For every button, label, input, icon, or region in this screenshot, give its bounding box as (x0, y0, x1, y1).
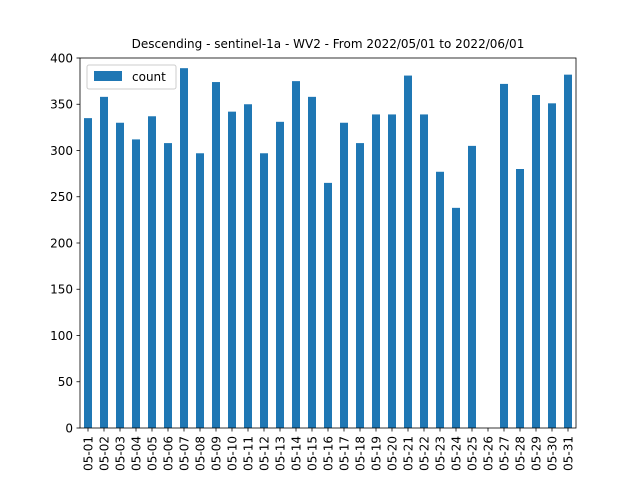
bar-05-22 (420, 114, 428, 429)
y-tick-label-50: 50 (58, 375, 73, 389)
x-tick-label-05-26: 05-26 (482, 436, 496, 471)
x-tick-label-05-20: 05-20 (386, 436, 400, 471)
x-tick-label-05-08: 05-08 (194, 436, 208, 471)
x-tick-label-05-18: 05-18 (354, 436, 368, 471)
bar-05-11 (244, 104, 252, 428)
legend-swatch (94, 71, 122, 81)
x-tick-label-05-09: 05-09 (210, 436, 224, 471)
y-tick-label-350: 350 (50, 98, 73, 112)
bar-05-18 (356, 143, 364, 428)
legend: count (86, 64, 177, 90)
bar-05-31 (564, 74, 572, 429)
x-tick-label-05-21: 05-21 (402, 436, 416, 471)
bar-05-02 (100, 96, 108, 428)
y-axis: 0 50 100 150 200 250 300 350 400 (50, 51, 80, 435)
bar-05-08 (196, 153, 204, 428)
bar-05-17 (340, 122, 348, 428)
bar-05-24 (452, 207, 460, 428)
x-tick-label-05-27: 05-27 (498, 436, 512, 471)
x-tick-label-05-15: 05-15 (306, 436, 320, 471)
bar-05-15 (308, 96, 316, 428)
y-tick-label-300: 300 (50, 144, 73, 158)
bar-05-05 (148, 116, 156, 429)
bar-05-20 (388, 114, 396, 429)
bar-05-30 (548, 103, 556, 428)
y-tick-label-250: 250 (50, 190, 73, 204)
x-tick-label-05-19: 05-19 (370, 436, 384, 471)
x-tick-label-05-17: 05-17 (338, 436, 352, 471)
x-tick-label-05-13: 05-13 (274, 436, 288, 471)
y-tick-label-0: 0 (65, 421, 73, 435)
bar-05-13 (276, 121, 284, 428)
bar-05-14 (292, 81, 300, 429)
bar-05-12 (260, 153, 268, 428)
x-tick-label-05-07: 05-07 (178, 436, 192, 471)
x-tick-label-05-24: 05-24 (450, 436, 464, 471)
bar-05-27 (500, 83, 508, 429)
x-tick-label-05-29: 05-29 (530, 436, 544, 471)
bar-05-29 (532, 95, 540, 428)
bar-05-09 (212, 82, 220, 429)
bar-05-07 (180, 68, 188, 429)
bar-05-06 (164, 143, 172, 428)
x-tick-label-05-22: 05-22 (418, 436, 432, 471)
bar-05-21 (404, 75, 412, 428)
bar-05-25 (468, 145, 476, 429)
x-tick-label-05-04: 05-04 (130, 436, 144, 471)
plot-frame (79, 57, 577, 429)
bar-05-28 (516, 169, 524, 428)
x-axis: 05-01 05-02 05-03 05-04 05-05 05-06 05-07 05-08… (82, 428, 576, 471)
x-tick-label-05-12: 05-12 (258, 436, 272, 471)
bars-group (84, 68, 572, 429)
bar-05-16 (324, 182, 332, 429)
x-tick-label-05-03: 05-03 (114, 436, 128, 471)
bar-05-10 (228, 111, 236, 429)
x-tick-label-05-23: 05-23 (434, 436, 448, 471)
bar-05-04 (132, 139, 140, 428)
bar-05-03 (116, 122, 124, 428)
x-tick-label-05-28: 05-28 (514, 436, 528, 471)
legend-label: count (132, 70, 166, 84)
x-tick-label-05-01: 05-01 (82, 436, 96, 471)
chart-title: Descending - sentinel-1a - WV2 - From 20… (132, 37, 525, 51)
bar-05-23 (436, 171, 444, 428)
x-tick-label-05-06: 05-06 (162, 436, 176, 471)
bar-05-01 (84, 118, 92, 429)
x-tick-label-05-11: 05-11 (242, 436, 256, 471)
x-tick-label-05-16: 05-16 (322, 436, 336, 471)
y-tick-label-400: 400 (50, 51, 73, 65)
x-tick-label-05-05: 05-05 (146, 436, 160, 471)
x-tick-label-05-14: 05-14 (290, 436, 304, 471)
bar-05-19 (372, 114, 380, 429)
x-tick-label-05-10: 05-10 (226, 436, 240, 471)
x-tick-label-05-02: 05-02 (98, 436, 112, 471)
x-tick-label-05-30: 05-30 (546, 436, 560, 471)
x-tick-label-05-31: 05-31 (562, 436, 576, 471)
y-tick-label-150: 150 (50, 283, 73, 297)
x-tick-label-05-25: 05-25 (466, 436, 480, 471)
y-tick-label-200: 200 (50, 236, 73, 250)
y-tick-label-100: 100 (50, 329, 73, 343)
